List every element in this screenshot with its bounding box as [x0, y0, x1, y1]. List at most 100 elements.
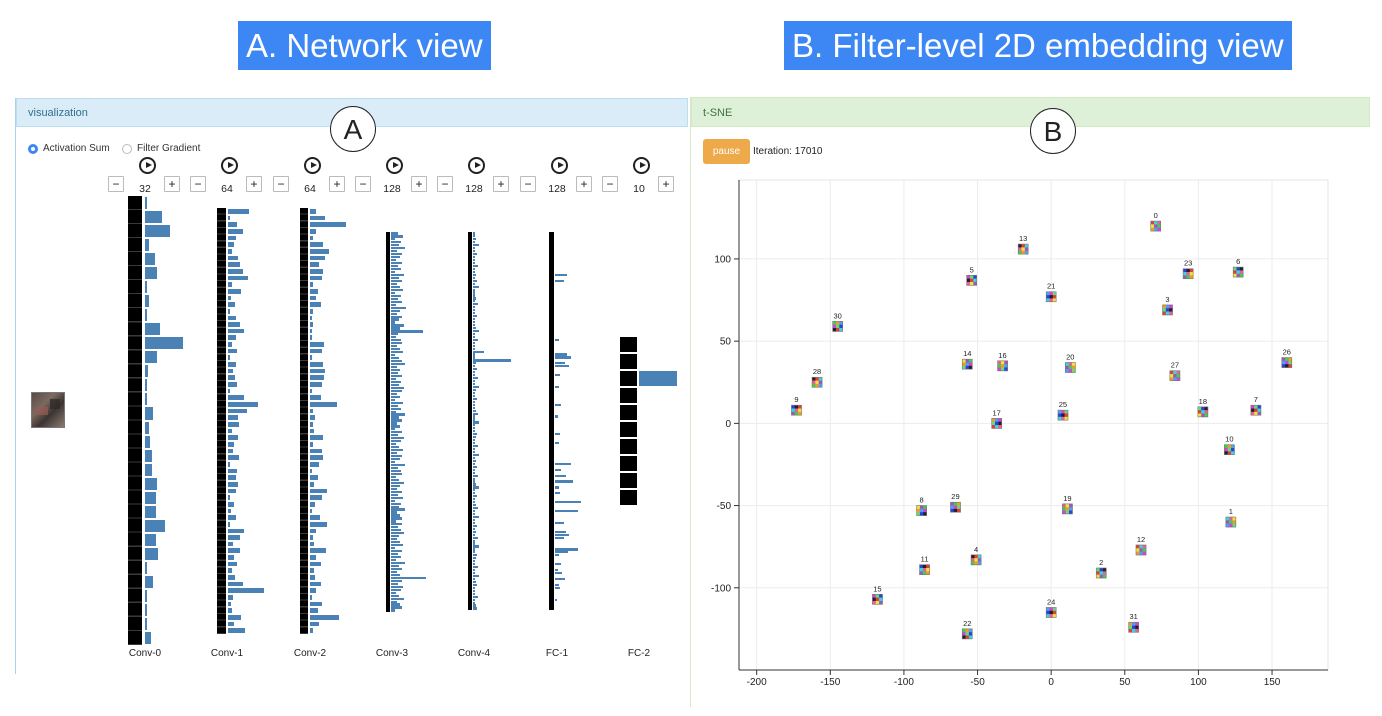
- conv-0-activation-bar: [145, 379, 147, 391]
- conv-4-activation-bar: [473, 268, 475, 270]
- conv-1-activation-bar: [228, 415, 238, 420]
- conv-0-activation-bar: [145, 436, 150, 448]
- conv-4-label: Conv-4: [444, 648, 504, 659]
- conv-4-activation-bar: [473, 247, 475, 249]
- conv-0-plus-button[interactable]: +: [164, 176, 180, 192]
- conv-3-minus-button[interactable]: −: [355, 176, 371, 192]
- conv-1-activation-bar: [228, 509, 231, 514]
- conv-4-activation-bar: [473, 551, 475, 553]
- conv-4-activation-bar: [473, 383, 475, 385]
- conv-3-activation-bar: [391, 565, 399, 567]
- conv-2-activation-bar: [310, 309, 313, 314]
- conv-3-activation-bar: [391, 431, 402, 433]
- filter-glyph-cell: [1100, 568, 1104, 572]
- activation-sum-radio[interactable]: [28, 144, 38, 154]
- conv-1-play-icon[interactable]: [221, 157, 238, 174]
- conv-1-activation-bar: [228, 628, 245, 633]
- conv-4-play-icon[interactable]: [468, 157, 485, 174]
- conv-3-activation-bar: [391, 402, 403, 404]
- conv-0-activation-bar: [145, 323, 160, 335]
- conv-0-play-icon[interactable]: [139, 157, 156, 174]
- conv-4-activation-bar: [473, 274, 476, 276]
- conv-2-activation-bar: [310, 395, 321, 400]
- point-label: 22: [963, 619, 971, 628]
- conv-2-activation-bar: [310, 322, 313, 327]
- conv-3-activation-bar: [391, 526, 398, 528]
- fc-1-activation-bar: [555, 365, 569, 367]
- conv-3-activation-bar: [391, 606, 402, 608]
- conv-3-activation-bar: [391, 598, 404, 600]
- fc-2-activation-bar: [639, 371, 677, 386]
- filter-glyph-cell: [966, 359, 970, 363]
- filter-glyph-cell: [974, 558, 978, 562]
- conv-0-activation-bar: [145, 197, 147, 209]
- fc-2-plus-button[interactable]: +: [658, 176, 674, 192]
- conv-3-activation-bar: [391, 256, 400, 258]
- conv-3-activation-bar: [391, 500, 395, 502]
- filter-gradient-radio[interactable]: [122, 144, 132, 154]
- marker-a: A: [330, 106, 376, 152]
- conv-2-plus-button[interactable]: +: [329, 176, 345, 192]
- conv-4-plus-button[interactable]: +: [493, 176, 509, 192]
- conv-2-minus-button[interactable]: −: [273, 176, 289, 192]
- marker-b: B: [1030, 108, 1076, 154]
- conv-3-activation-bar: [391, 562, 405, 564]
- conv-4-minus-button[interactable]: −: [437, 176, 453, 192]
- filter-glyph-cell: [1224, 445, 1228, 449]
- conv-1-activation-bar: [228, 329, 244, 334]
- conv-1-activation-bar: [228, 548, 240, 553]
- filter-glyph-cell: [1139, 545, 1143, 549]
- fc-2-play-icon[interactable]: [633, 157, 650, 174]
- conv-4-activation-bar: [473, 312, 475, 314]
- conv-3-label: Conv-3: [362, 648, 422, 659]
- conv-3-filter-strip: [386, 232, 390, 612]
- point-label: 30: [833, 311, 841, 320]
- conv-4-activation-bar: [473, 342, 475, 344]
- conv-2-activation-bar: [310, 256, 325, 261]
- conv-4-activation-bar: [473, 439, 475, 441]
- conv-3-activation-bar: [391, 452, 397, 454]
- conv-3-play-icon[interactable]: [386, 157, 403, 174]
- conv-3-activation-bar: [391, 449, 403, 451]
- conv-3-plus-button[interactable]: +: [411, 176, 427, 192]
- conv-4-activation-bar: [473, 457, 475, 459]
- point-label: 1: [1229, 507, 1233, 516]
- conv-4-activation-bar: [473, 581, 476, 583]
- conv-0-activation-bar: [145, 365, 148, 377]
- fc-1-play-icon[interactable]: [551, 157, 568, 174]
- pause-button[interactable]: pause: [703, 139, 750, 164]
- conv-4-activation-bar: [473, 531, 476, 533]
- fc-2-minus-button[interactable]: −: [602, 176, 618, 192]
- conv-4-activation-bar: [473, 557, 476, 559]
- conv-3-activation-bar: [391, 538, 397, 540]
- filter-glyph-cell: [872, 594, 876, 598]
- filter-glyph-cell: [1061, 413, 1065, 417]
- conv-3-activation-bar: [391, 508, 405, 510]
- fc-1-minus-button[interactable]: −: [520, 176, 536, 192]
- conv-4-activation-bar: [473, 339, 478, 341]
- filter-glyph-cell: [1050, 611, 1054, 615]
- conv-4-activation-bar: [473, 545, 479, 547]
- conv-0-minus-button[interactable]: −: [108, 176, 124, 192]
- conv-2-activation-bar: [310, 389, 312, 394]
- conv-4-activation-bar: [473, 241, 475, 243]
- conv-3-activation-bar: [391, 476, 396, 478]
- conv-3-activation-bar: [391, 324, 404, 326]
- conv-2-play-icon[interactable]: [304, 157, 321, 174]
- conv-1-plus-button[interactable]: +: [246, 176, 262, 192]
- conv-1-minus-button[interactable]: −: [190, 176, 206, 192]
- filter-glyph-cell: [954, 502, 958, 506]
- fc-1-activation-bar: [555, 551, 568, 553]
- conv-4-activation-bar: [473, 507, 478, 509]
- conv-3-activation-bar: [391, 517, 402, 519]
- conv-3-activation-bar: [391, 378, 396, 380]
- conv-3-activation-bar: [391, 470, 401, 472]
- fc-1-plus-button[interactable]: +: [576, 176, 592, 192]
- conv-2-activation-bar: [310, 415, 315, 420]
- conv-2-activation-bar: [310, 469, 312, 474]
- filter-glyph-cell: [970, 275, 974, 279]
- conv-4-activation-bar: [473, 448, 475, 450]
- filter-glyph-cell: [791, 405, 795, 409]
- tsne-scatter-plot: -200 -150 -100 -50 0 50 100 150100500-50-100013…: [700, 170, 1340, 695]
- filter-glyph-cell: [1058, 410, 1062, 414]
